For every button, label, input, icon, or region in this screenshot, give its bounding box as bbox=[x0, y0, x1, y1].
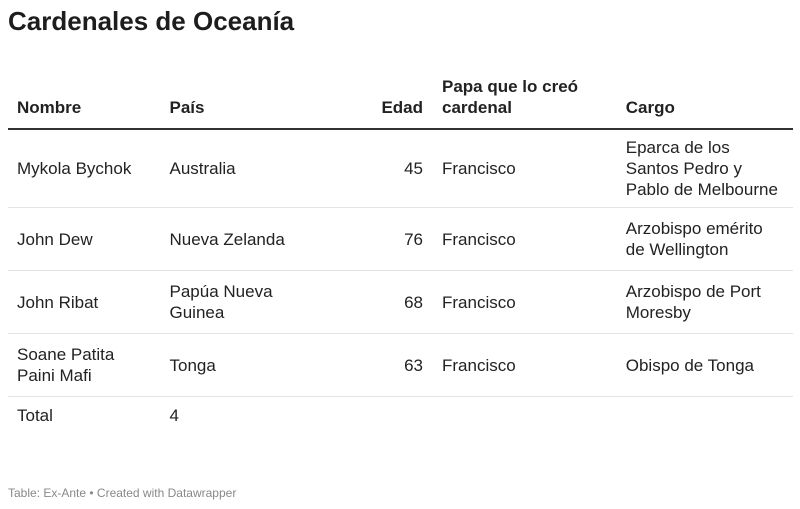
column-header: País bbox=[160, 72, 310, 130]
total-cell: Total bbox=[17, 406, 53, 425]
table-head: Nombre País Edad Papa que lo creó cardenal C… bbox=[8, 72, 793, 130]
table-cell: 63 bbox=[309, 333, 433, 397]
table-cell: Arzobispo emérito de Wellington bbox=[616, 207, 793, 271]
table-row: John Dew Nueva Zelanda 76 Francisco Arzobisp… bbox=[8, 207, 793, 271]
table-cell: 68 bbox=[309, 270, 433, 334]
table-cell: Francisco bbox=[433, 270, 617, 334]
table-cell: John Dew bbox=[8, 207, 161, 271]
table-cell: Francisco bbox=[433, 333, 617, 397]
title: Cardenales de Oceanía bbox=[8, 6, 295, 36]
table-body: Mykola Bychok Australia 45 Francisco Eparca … bbox=[8, 129, 793, 433]
total-cell: 4 bbox=[169, 406, 179, 425]
empty-cell bbox=[433, 397, 617, 434]
table-cell: Nueva Zelanda bbox=[160, 207, 310, 271]
header-row: Nombre País Edad Papa que lo creó cardenal C… bbox=[8, 72, 793, 130]
table-cell: Tonga bbox=[160, 333, 310, 397]
column-header: Nombre bbox=[8, 72, 161, 130]
table-cell: Arzobispo de Port Moresby bbox=[616, 270, 793, 334]
table-cell: Francisco bbox=[433, 129, 617, 208]
total-row: Total 4 bbox=[8, 397, 793, 434]
table-cell: Eparca de los Santos Pedro y Pablo de Me… bbox=[616, 129, 793, 208]
data-table: Nombre País Edad Papa que lo creó cardenal C… bbox=[8, 72, 793, 433]
table-row: Mykola Bychok Australia 45 Francisco Eparca … bbox=[8, 129, 793, 208]
table-row: John Ribat Papúa Nueva Guinea 68 Francisco A… bbox=[8, 270, 793, 334]
table-cell: Francisco bbox=[433, 207, 617, 271]
table-cell: John Ribat bbox=[8, 270, 161, 334]
table-cell: Papúa Nueva Guinea bbox=[160, 270, 310, 334]
table-cell: Obispo de Tonga bbox=[616, 333, 793, 397]
source-note: Table: Ex-Ante • Created with Datawrappe… bbox=[8, 486, 237, 500]
table-cell: Australia bbox=[160, 129, 310, 208]
table-row: Soane Patita Paini Mafi Tonga 63 Francisco O… bbox=[8, 333, 793, 397]
table-cell: 45 bbox=[309, 129, 433, 208]
empty-cell bbox=[309, 397, 433, 434]
table-cell: Soane Patita Paini Mafi bbox=[8, 333, 161, 397]
empty-cell bbox=[617, 397, 793, 434]
table-cell: 76 bbox=[309, 207, 433, 271]
column-header: Cargo bbox=[616, 72, 793, 130]
table-cell: Mykola Bychok bbox=[8, 129, 161, 208]
column-header: Edad bbox=[309, 72, 433, 130]
column-header: Papa que lo creó cardenal bbox=[433, 72, 617, 130]
